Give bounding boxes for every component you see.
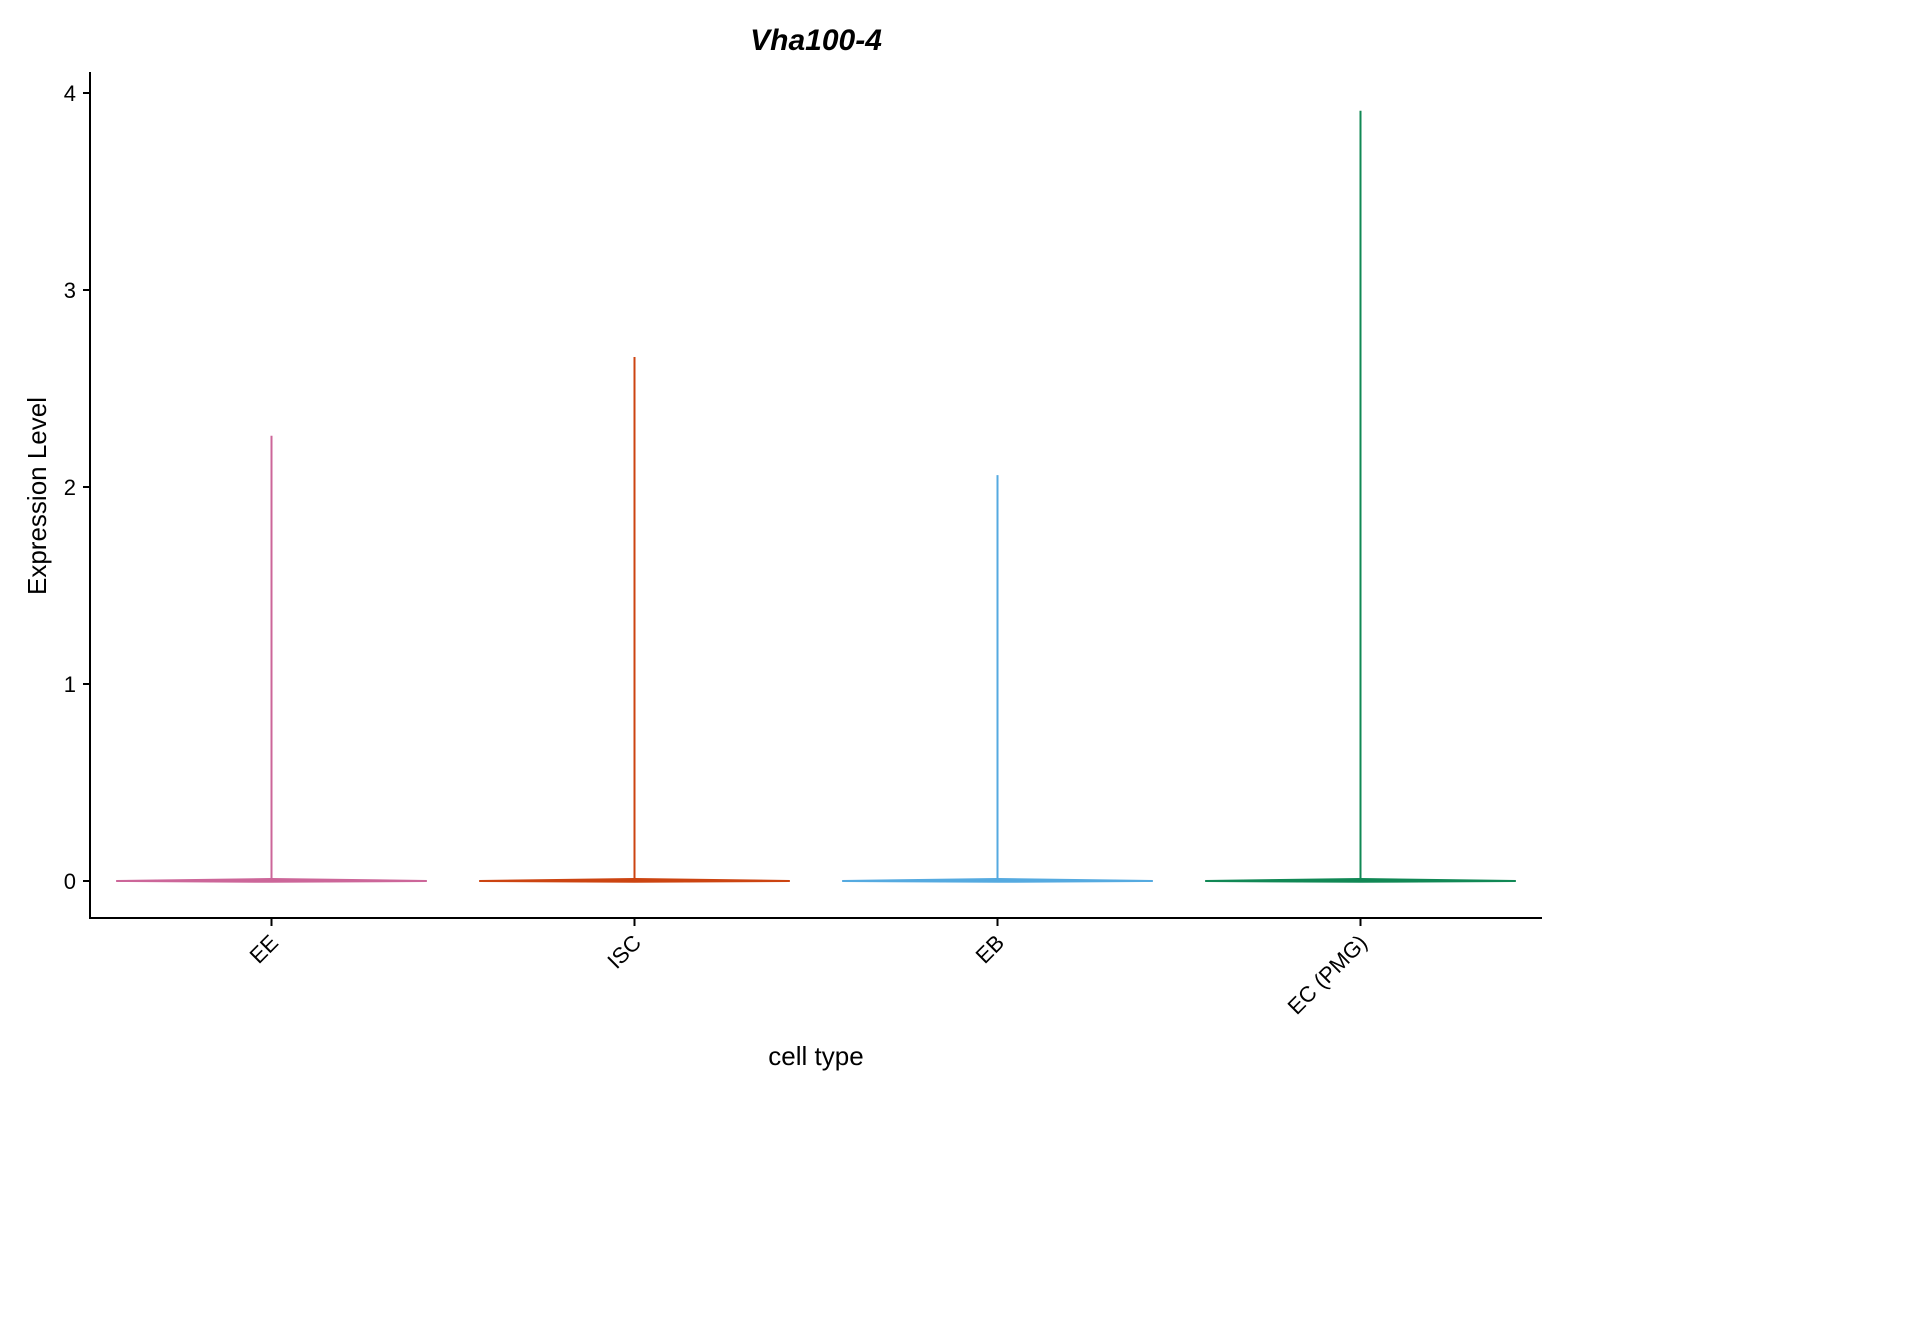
- y-tick-label: 3: [64, 278, 76, 303]
- x-tick-label: EB: [971, 930, 1009, 968]
- x-axis-label: cell type: [768, 1041, 863, 1071]
- y-axis-label: Expression Level: [22, 397, 52, 595]
- x-axis-ticks: EE ISC EB EC (PMG): [245, 918, 1372, 1019]
- y-tick-label: 0: [64, 869, 76, 894]
- y-tick-label: 1: [64, 672, 76, 697]
- y-tick-label: 2: [64, 475, 76, 500]
- y-axis-ticks: 0 1 2 3 4: [64, 81, 90, 894]
- chart-title: Vha100-4: [750, 24, 882, 57]
- violin-isc: [479, 356, 790, 883]
- x-tick-label: ISC: [602, 930, 646, 974]
- violin-eb: [842, 475, 1153, 883]
- x-tick-label: EC (PMG): [1283, 930, 1372, 1019]
- y-tick-label: 4: [64, 81, 76, 106]
- chart: Vha100-4 0 1 2 3 4 EE ISC EB EC (PMG) cell type…: [22, 24, 1542, 1071]
- violin-ec-pmg: [1205, 110, 1516, 883]
- violin-ee: [116, 435, 427, 883]
- plot-area: [116, 110, 1516, 883]
- x-tick-label: EE: [245, 930, 283, 968]
